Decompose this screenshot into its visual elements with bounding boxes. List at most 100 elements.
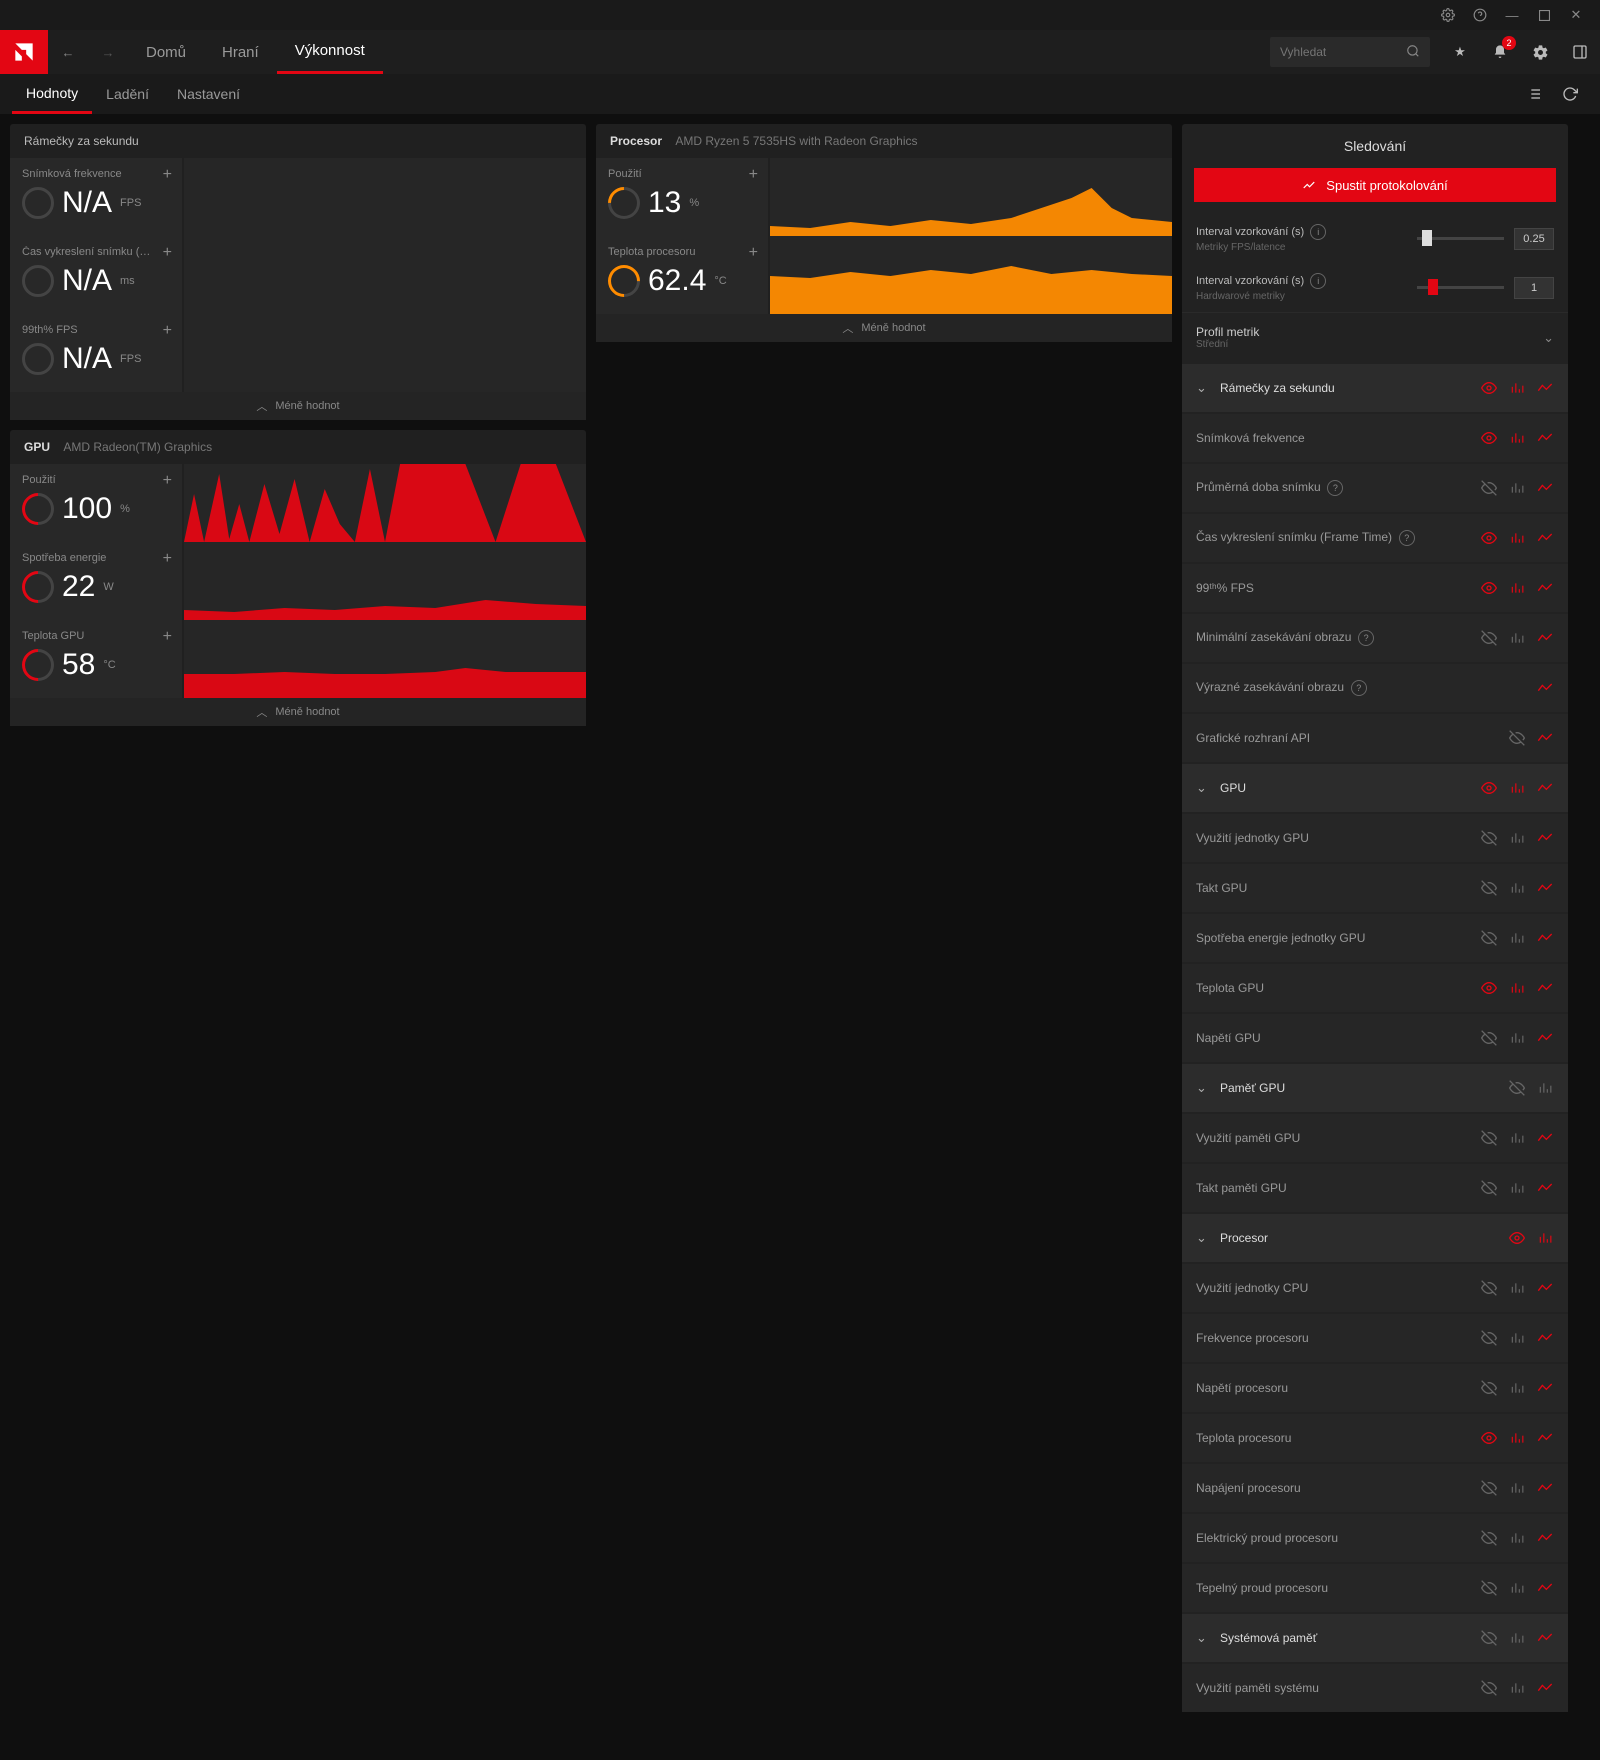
slider-track-2[interactable] bbox=[1417, 286, 1504, 289]
trend-icon[interactable] bbox=[1536, 1579, 1554, 1597]
trend-icon[interactable] bbox=[1536, 1029, 1554, 1047]
sidebar-toggle-icon[interactable] bbox=[1560, 30, 1600, 74]
eye-icon[interactable] bbox=[1480, 929, 1498, 947]
metric-profile-row[interactable]: Profil metrik Střední ⌄ bbox=[1182, 312, 1568, 362]
track-row[interactable]: Snímková frekvence bbox=[1182, 414, 1568, 462]
chart-icon[interactable] bbox=[1508, 879, 1526, 897]
chart-icon[interactable] bbox=[1508, 829, 1526, 847]
cpu-footer[interactable]: ︿ Méně hodnot bbox=[596, 314, 1172, 342]
chart-icon[interactable] bbox=[1508, 379, 1526, 397]
help-icon[interactable] bbox=[1464, 0, 1496, 30]
chart-icon[interactable] bbox=[1508, 1379, 1526, 1397]
eye-icon[interactable] bbox=[1480, 779, 1498, 797]
trend-icon[interactable] bbox=[1536, 1379, 1554, 1397]
metric-card[interactable]: Teplota GPU + 58 °C bbox=[10, 620, 182, 698]
trend-icon[interactable] bbox=[1536, 1429, 1554, 1447]
track-group-header[interactable]: ⌄ GPU bbox=[1182, 764, 1568, 812]
eye-icon[interactable] bbox=[1480, 1179, 1498, 1197]
chart-icon[interactable] bbox=[1508, 1679, 1526, 1697]
trend-icon[interactable] bbox=[1536, 529, 1554, 547]
eye-icon[interactable] bbox=[1508, 729, 1526, 747]
info-icon[interactable]: ? bbox=[1358, 630, 1374, 646]
chart-icon[interactable] bbox=[1508, 1429, 1526, 1447]
eye-icon[interactable] bbox=[1480, 379, 1498, 397]
trend-icon[interactable] bbox=[1536, 1179, 1554, 1197]
eye-icon[interactable] bbox=[1480, 1379, 1498, 1397]
chart-icon[interactable] bbox=[1508, 779, 1526, 797]
track-group-header[interactable]: ⌄ Rámečky za sekundu bbox=[1182, 364, 1568, 412]
trend-icon[interactable] bbox=[1536, 1129, 1554, 1147]
info-icon[interactable]: ? bbox=[1399, 530, 1415, 546]
chart-icon[interactable] bbox=[1536, 1079, 1554, 1097]
search-icon[interactable] bbox=[1406, 44, 1420, 61]
eye-icon[interactable] bbox=[1480, 1029, 1498, 1047]
metric-card[interactable]: Použití + 13 % bbox=[596, 158, 768, 236]
chart-icon[interactable] bbox=[1508, 529, 1526, 547]
chart-icon[interactable] bbox=[1508, 1579, 1526, 1597]
metric-card[interactable]: Snímková frekvence + N/A FPS bbox=[10, 158, 182, 236]
amd-logo[interactable] bbox=[0, 30, 48, 74]
eye-icon[interactable] bbox=[1480, 1479, 1498, 1497]
trend-icon[interactable] bbox=[1536, 679, 1554, 697]
track-row[interactable]: Využití paměti GPU bbox=[1182, 1114, 1568, 1162]
eye-icon[interactable] bbox=[1480, 579, 1498, 597]
add-icon[interactable]: + bbox=[163, 472, 172, 490]
nav-home[interactable]: Domů bbox=[128, 30, 204, 74]
nav-performance[interactable]: Výkonnost bbox=[277, 30, 383, 74]
start-logging-button[interactable]: Spustit protokolování bbox=[1194, 168, 1556, 202]
eye-icon[interactable] bbox=[1480, 1679, 1498, 1697]
track-row[interactable]: Využití jednotky GPU bbox=[1182, 814, 1568, 862]
eye-icon[interactable] bbox=[1480, 1129, 1498, 1147]
list-view-icon[interactable] bbox=[1516, 74, 1552, 114]
gpu-footer[interactable]: ︿ Méně hodnot bbox=[10, 698, 586, 726]
chart-icon[interactable] bbox=[1508, 479, 1526, 497]
track-group-header[interactable]: ⌄ Paměť GPU bbox=[1182, 1064, 1568, 1112]
chart-icon[interactable] bbox=[1508, 429, 1526, 447]
metric-card[interactable]: Teplota procesoru + 62.4 °C bbox=[596, 236, 768, 314]
chart-icon[interactable] bbox=[1508, 979, 1526, 997]
chart-icon[interactable] bbox=[1508, 1529, 1526, 1547]
search-box[interactable] bbox=[1270, 37, 1430, 67]
info-icon[interactable]: ? bbox=[1327, 480, 1343, 496]
slider-value-1[interactable]: 0.25 bbox=[1514, 228, 1554, 250]
metric-card[interactable]: Čas vykreslení snímku (Frame Ti… + N/A m… bbox=[10, 236, 182, 314]
trend-icon[interactable] bbox=[1536, 1329, 1554, 1347]
chart-icon[interactable] bbox=[1536, 1229, 1554, 1247]
track-row[interactable]: Napětí GPU bbox=[1182, 1014, 1568, 1062]
trend-icon[interactable] bbox=[1536, 929, 1554, 947]
eye-icon[interactable] bbox=[1480, 879, 1498, 897]
eye-icon[interactable] bbox=[1480, 1279, 1498, 1297]
track-row[interactable]: Průměrná doba snímku ? bbox=[1182, 464, 1568, 512]
trend-icon[interactable] bbox=[1536, 1629, 1554, 1647]
forward-arrow-icon[interactable]: → bbox=[88, 30, 128, 74]
slider-track-1[interactable] bbox=[1417, 237, 1504, 240]
track-row[interactable]: Teplota procesoru bbox=[1182, 1414, 1568, 1462]
reset-icon[interactable] bbox=[1552, 74, 1588, 114]
chart-icon[interactable] bbox=[1508, 1629, 1526, 1647]
window-preferences-icon[interactable] bbox=[1432, 0, 1464, 30]
trend-icon[interactable] bbox=[1536, 779, 1554, 797]
chart-icon[interactable] bbox=[1508, 1479, 1526, 1497]
trend-icon[interactable] bbox=[1536, 579, 1554, 597]
track-row[interactable]: Takt GPU bbox=[1182, 864, 1568, 912]
eye-icon[interactable] bbox=[1480, 529, 1498, 547]
eye-icon[interactable] bbox=[1508, 1229, 1526, 1247]
chart-icon[interactable] bbox=[1508, 1029, 1526, 1047]
close-icon[interactable]: ✕ bbox=[1560, 0, 1592, 30]
settings-icon[interactable] bbox=[1520, 30, 1560, 74]
eye-icon[interactable] bbox=[1480, 429, 1498, 447]
subnav-values[interactable]: Hodnoty bbox=[12, 74, 92, 114]
track-row[interactable]: Minimální zasekávání obrazu ? bbox=[1182, 614, 1568, 662]
info-icon[interactable]: ? bbox=[1351, 680, 1367, 696]
trend-icon[interactable] bbox=[1536, 479, 1554, 497]
track-row[interactable]: Elektrický proud procesoru bbox=[1182, 1514, 1568, 1562]
metric-card[interactable]: 99th% FPS + N/A FPS bbox=[10, 314, 182, 392]
eye-icon[interactable] bbox=[1480, 479, 1498, 497]
eye-icon[interactable] bbox=[1480, 1579, 1498, 1597]
maximize-icon[interactable] bbox=[1528, 0, 1560, 30]
frames-footer[interactable]: ︿ Méně hodnot bbox=[10, 392, 586, 420]
track-row[interactable]: Tepelný proud procesoru bbox=[1182, 1564, 1568, 1612]
trend-icon[interactable] bbox=[1536, 729, 1554, 747]
trend-icon[interactable] bbox=[1536, 379, 1554, 397]
eye-icon[interactable] bbox=[1480, 1329, 1498, 1347]
